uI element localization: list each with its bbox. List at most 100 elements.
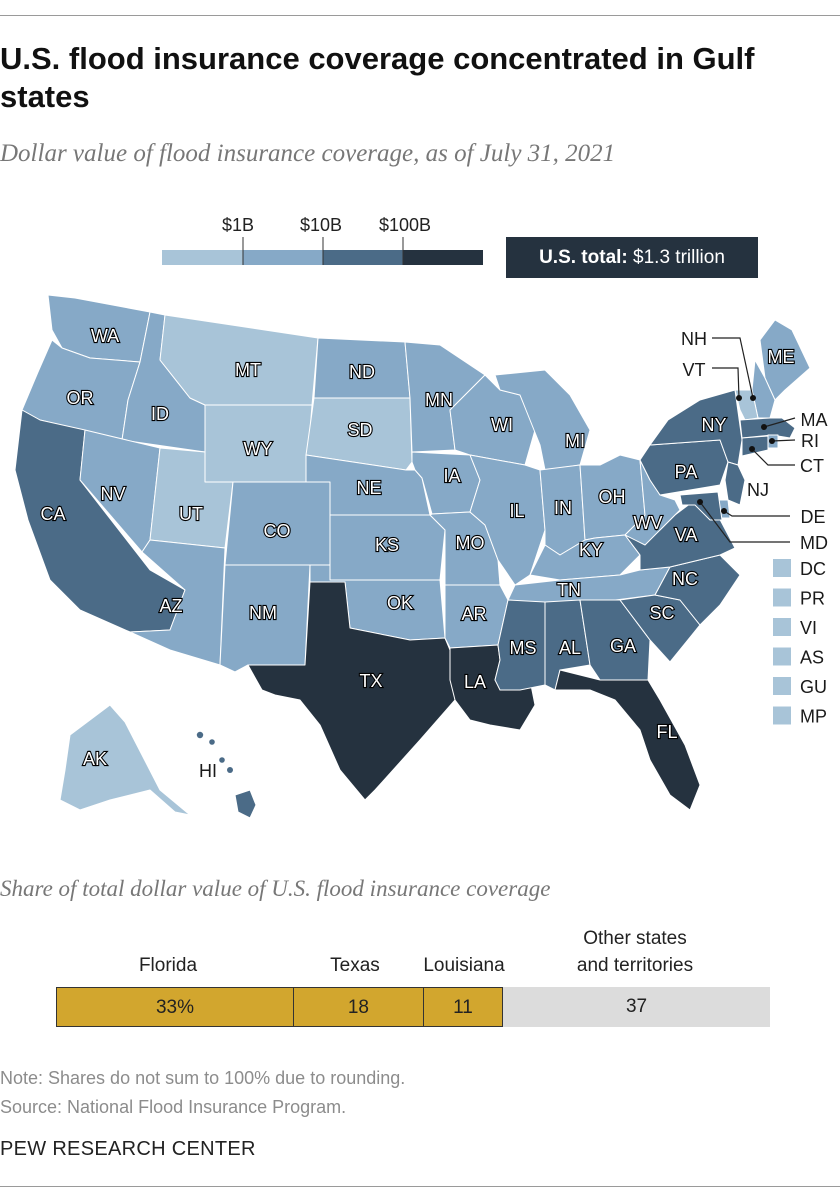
chart-title: U.S. flood insurance coverage concentrat… xyxy=(0,41,755,114)
label-ME: ME xyxy=(768,347,795,367)
legend-tick-10b: $10B xyxy=(300,215,342,235)
state-NJ xyxy=(724,461,746,506)
share-segment-texas: 18 xyxy=(294,987,424,1027)
us-total-label: U.S. total: xyxy=(539,247,628,268)
label-WV: WV xyxy=(634,513,663,533)
share-label-texas: Texas xyxy=(330,955,380,976)
territory-label-mp: MP xyxy=(800,707,827,727)
leader-DE xyxy=(723,510,790,517)
us-total-value: $1.3 trillion xyxy=(633,247,725,268)
label-CO: CO xyxy=(264,521,291,541)
label-ID: ID xyxy=(151,404,169,424)
label-AK: AK xyxy=(83,749,107,769)
label-MD: MD xyxy=(800,533,828,553)
us-total-box: U.S. total: $1.3 trillion xyxy=(506,237,758,278)
territory-swatch-mp xyxy=(773,706,791,725)
label-NV: NV xyxy=(100,484,125,504)
label-TX: TX xyxy=(359,671,382,691)
label-CT: CT xyxy=(800,456,824,476)
legend-swatch-2 xyxy=(243,250,323,265)
leader-dot-MD xyxy=(697,499,703,505)
legend-swatch-3 xyxy=(323,250,403,265)
territory-legend: DC PR VI AS GU MP xyxy=(773,559,827,727)
label-MO: MO xyxy=(456,533,485,553)
label-PA: PA xyxy=(675,462,698,482)
label-IA: IA xyxy=(443,466,460,486)
label-WA: WA xyxy=(91,326,119,346)
leader-VT xyxy=(712,367,740,399)
legend-scale: $1B $10B $100B xyxy=(162,215,483,265)
label-IL: IL xyxy=(509,501,524,521)
label-VA: VA xyxy=(675,525,698,545)
hi-island-2 xyxy=(209,739,215,745)
leader-dot-MA xyxy=(761,424,767,430)
label-OK: OK xyxy=(387,593,413,613)
territory-swatch-gu xyxy=(773,677,791,695)
hawaii-islands xyxy=(196,731,233,773)
label-FL: FL xyxy=(656,722,677,742)
leader-dot-VT xyxy=(736,395,742,401)
state-FL xyxy=(554,669,701,811)
state-labels: WA OR CA ID NV MT WY UT CO AZ NM ND SD N… xyxy=(39,325,828,781)
source-note: Source: National Flood Insurance Program… xyxy=(0,1097,347,1117)
label-UT: UT xyxy=(179,504,203,524)
label-NH: NH xyxy=(681,329,707,349)
hi-island-3 xyxy=(219,757,225,763)
share-segment-florida: 33% xyxy=(56,987,294,1027)
label-DE: DE xyxy=(800,507,825,527)
label-OH: OH xyxy=(599,487,626,507)
share-segment-other: 37 xyxy=(503,987,770,1027)
leader-MD xyxy=(699,501,790,543)
leader-MA xyxy=(763,417,796,428)
label-AZ: AZ xyxy=(159,596,182,616)
state-HI xyxy=(234,789,257,819)
leader-dot-DE xyxy=(721,508,727,514)
label-NY: NY xyxy=(701,415,726,435)
territory-swatch-pr xyxy=(773,588,791,607)
share-segment-louisiana: 11 xyxy=(423,987,504,1027)
label-KY: KY xyxy=(579,540,603,560)
share-label-louisiana: Louisiana xyxy=(423,955,505,976)
territory-label-dc: DC xyxy=(800,559,826,579)
leader-CT xyxy=(751,448,795,466)
state-AZ xyxy=(129,539,226,666)
label-LA: LA xyxy=(464,672,486,692)
label-NJ: NJ xyxy=(747,480,769,500)
state-AK xyxy=(59,704,191,816)
label-SD: SD xyxy=(347,420,372,440)
label-OR: OR xyxy=(67,388,94,408)
label-NC: NC xyxy=(672,569,698,589)
label-AL: AL xyxy=(559,638,581,658)
label-MI: MI xyxy=(565,431,585,451)
leader-dot-RI xyxy=(769,438,775,444)
territory-swatch-as xyxy=(773,647,791,666)
territory-swatch-dc xyxy=(773,559,791,577)
territory-label-gu: GU xyxy=(800,677,827,697)
share-label-florida: Florida xyxy=(138,955,198,976)
label-MT: MT xyxy=(235,360,261,380)
label-KS: KS xyxy=(375,535,399,555)
label-IN: IN xyxy=(554,498,572,518)
label-SC: SC xyxy=(649,603,674,623)
state-MD xyxy=(679,491,723,521)
territory-label-pr: PR xyxy=(800,589,825,609)
label-CA: CA xyxy=(40,504,65,524)
label-WI: WI xyxy=(491,415,513,435)
us-map: $1B $10B $100B xyxy=(14,215,828,819)
label-NM: NM xyxy=(249,603,277,623)
label-MN: MN xyxy=(425,390,453,410)
label-WY: WY xyxy=(244,439,273,459)
leader-lines xyxy=(699,337,796,543)
legend-tick-100b: $100B xyxy=(379,215,431,235)
leader-NH xyxy=(712,337,754,399)
label-MS: MS xyxy=(510,638,537,658)
state-CT xyxy=(741,435,769,457)
leader-RI xyxy=(771,439,796,442)
leader-dot-NH xyxy=(750,395,756,401)
chart-subtitle: Dollar value of flood insurance coverage… xyxy=(0,140,616,167)
leader-dots xyxy=(697,395,775,514)
legend-swatch-4 xyxy=(403,250,483,265)
label-HI: HI xyxy=(199,761,217,781)
label-NE: NE xyxy=(356,478,381,498)
brand-logo-text: PEW RESEARCH CENTER xyxy=(0,1138,256,1160)
